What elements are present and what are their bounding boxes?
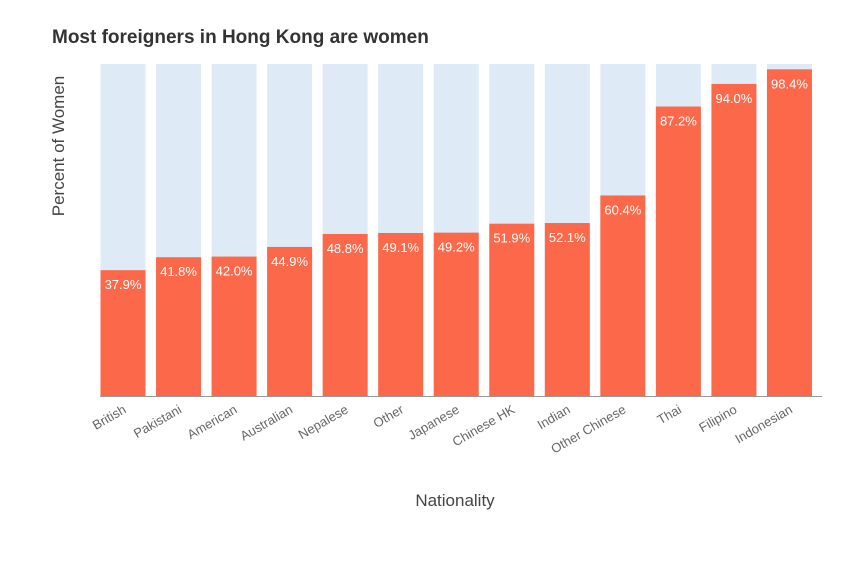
- value-label-thai: 87.2%: [660, 113, 697, 128]
- x-tick-label-british: British: [90, 402, 129, 433]
- value-label-pakistani: 41.8%: [160, 264, 197, 279]
- value-label-japanese: 49.2%: [438, 240, 475, 255]
- x-axis-title: Nationality: [415, 491, 495, 510]
- value-label-chinese-hk: 51.9%: [493, 231, 530, 246]
- x-tick-label-nepalese: Nepalese: [296, 402, 351, 442]
- y-axis-title: Percent of Women: [49, 76, 68, 216]
- bar-american: [211, 256, 257, 396]
- bar-indian: [544, 223, 590, 396]
- x-tick-label-thai: Thai: [654, 402, 683, 428]
- bar-other-chinese: [600, 195, 646, 396]
- value-label-indonesian: 98.4%: [771, 76, 808, 91]
- bar-nepalese: [322, 233, 368, 396]
- x-tick-label-indian: Indian: [535, 402, 573, 433]
- x-tick-label-australian: Australian: [238, 402, 296, 444]
- bar-japanese: [433, 232, 479, 396]
- bar-australian: [267, 246, 313, 396]
- bar-other: [378, 232, 424, 396]
- chart-title: Most foreigners in Hong Kong are women: [52, 27, 429, 48]
- value-label-nepalese: 48.8%: [327, 241, 364, 256]
- value-label-american: 42.0%: [216, 264, 253, 279]
- value-label-other: 49.1%: [382, 240, 419, 255]
- x-tick-label-american: American: [185, 402, 240, 442]
- bar-chinese-hk: [489, 223, 535, 396]
- bar-thai: [655, 106, 701, 396]
- x-tick-label-indonesian: Indonesian: [732, 402, 795, 447]
- x-tick-label-other: Other: [371, 401, 407, 431]
- x-tick-label-chinese-hk: Chinese HK: [450, 401, 518, 449]
- bar-pakistani: [156, 257, 202, 396]
- value-label-australian: 44.9%: [271, 254, 308, 269]
- x-tick-label-pakistani: Pakistani: [131, 402, 184, 441]
- value-labels: 37.9% 41.8% 42.0% 44.9% 48.8% 49.1% 49.2% 51.9%…: [105, 76, 809, 292]
- value-label-other-chinese: 60.4%: [604, 202, 641, 217]
- value-label-british: 37.9%: [105, 277, 142, 292]
- bar-indonesian: [766, 69, 812, 396]
- bar-british: [100, 270, 146, 396]
- value-label-indian: 52.1%: [549, 230, 586, 245]
- bars: [100, 69, 812, 397]
- x-tick-label-filipino: Filipino: [696, 402, 739, 436]
- bar-filipino: [711, 83, 757, 397]
- value-label-filipino: 94.0%: [715, 91, 752, 106]
